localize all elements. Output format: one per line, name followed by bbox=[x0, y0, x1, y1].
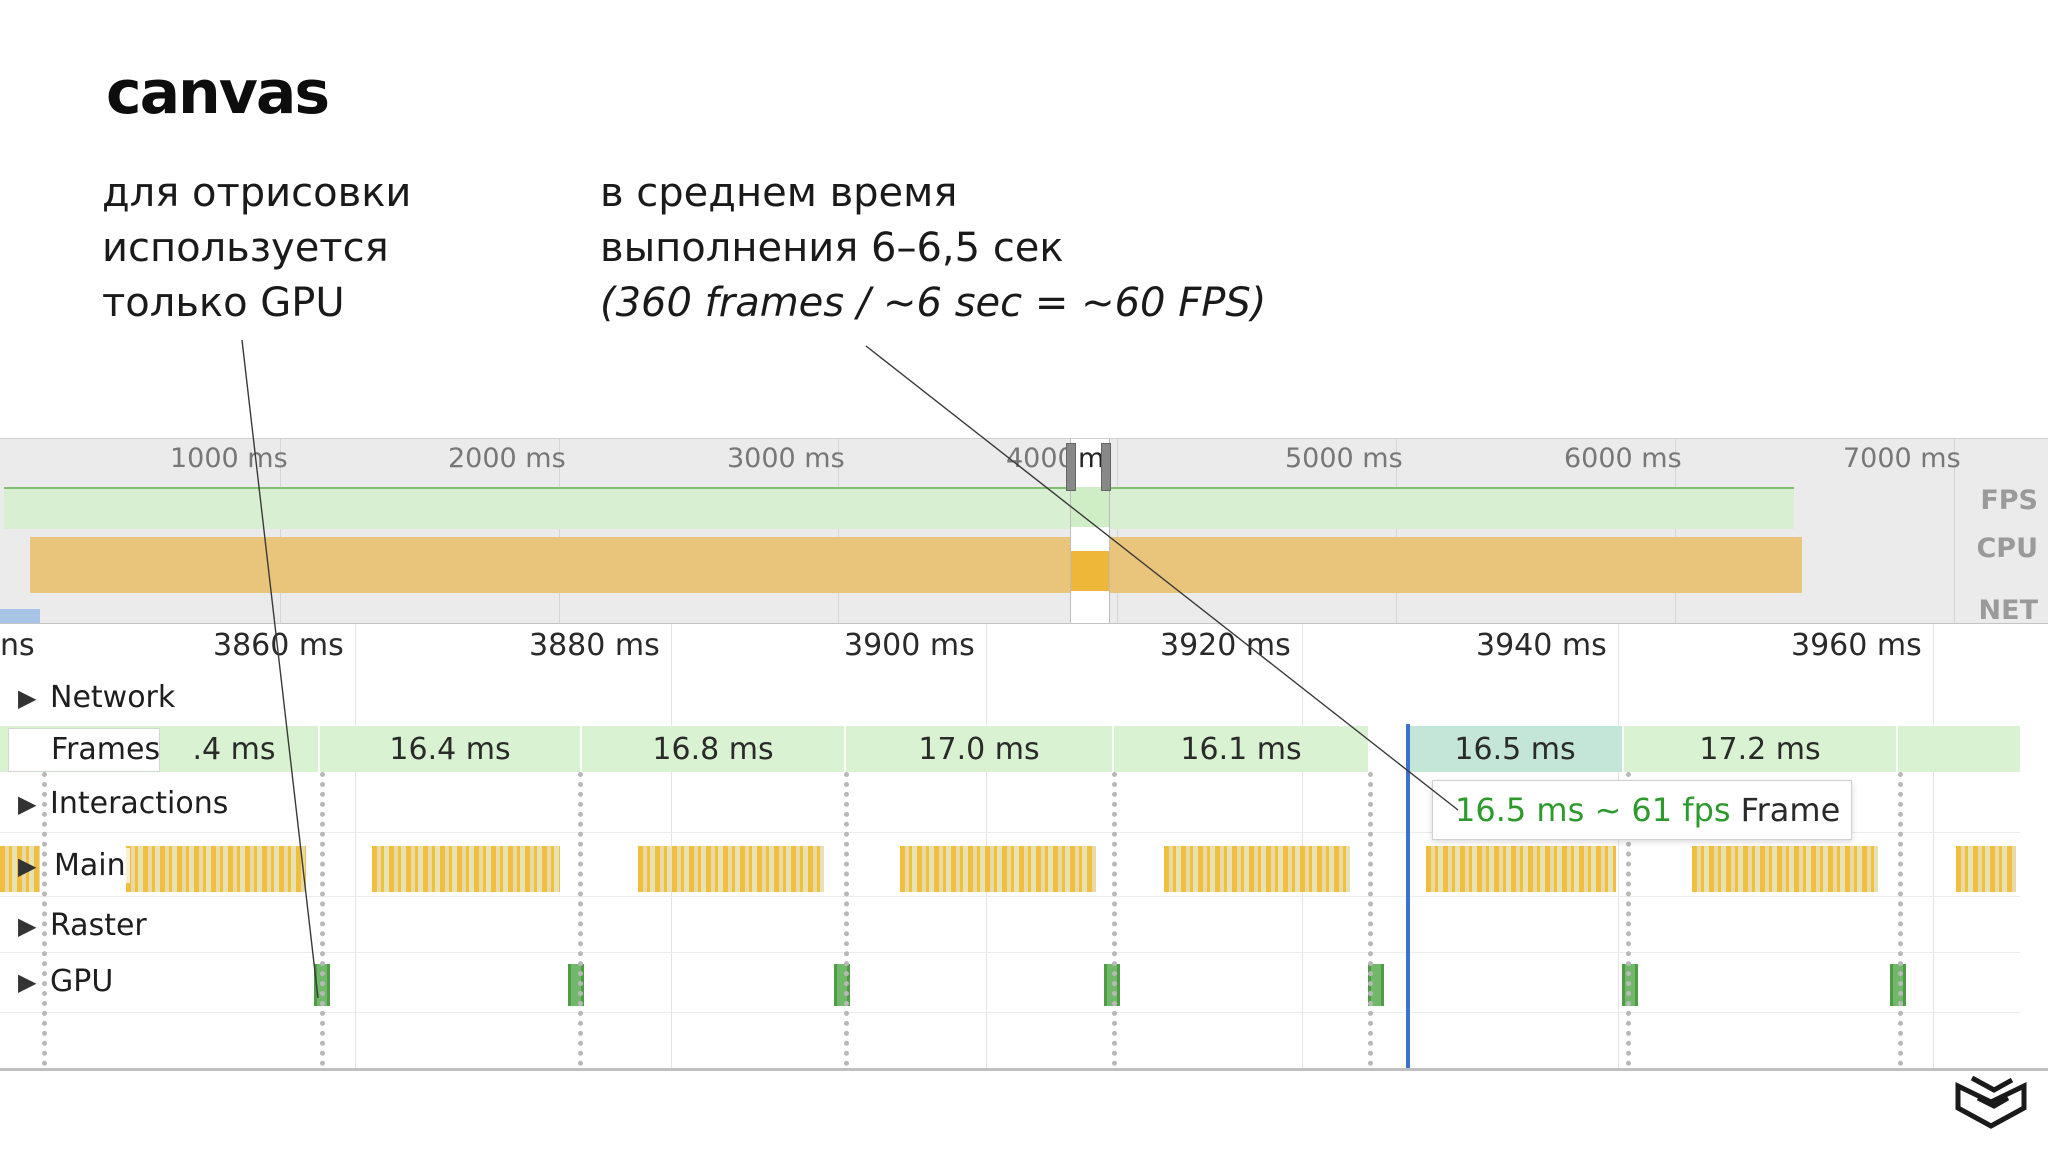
overview-gridline bbox=[1675, 439, 1676, 623]
frame-cell[interactable]: 17.0 ms bbox=[846, 726, 1114, 772]
track-label: Interactions bbox=[50, 786, 229, 821]
slide-title: canvas bbox=[106, 58, 330, 128]
overview-tick-label: 6000 ms bbox=[1564, 443, 1682, 474]
note-left-line-1: для отрисовки bbox=[102, 170, 412, 216]
main-task-block[interactable] bbox=[900, 846, 1096, 892]
track-interactions[interactable]: ▶ Interactions bbox=[0, 774, 2020, 833]
main-task-block[interactable] bbox=[1426, 846, 1616, 892]
overview-tick-label: 7000 ms bbox=[1843, 443, 1961, 474]
selection-right-handle[interactable] bbox=[1101, 443, 1111, 491]
timeline-cursor bbox=[1406, 724, 1410, 1068]
timeline-overview[interactable]: 1000 ms 2000 ms 3000 ms 4000 5000 ms 600… bbox=[0, 438, 2048, 625]
track-raster[interactable]: ▶ Raster bbox=[0, 896, 2020, 953]
overview-gridline bbox=[838, 439, 839, 623]
frame-tooltip: 16.5 ms ~ 61 fps Frame bbox=[1432, 780, 1852, 840]
track-label: Network bbox=[50, 680, 176, 715]
track-main[interactable]: ▶ Main bbox=[0, 832, 2020, 897]
track-network[interactable]: ▶ Network bbox=[0, 668, 2020, 727]
frame-cell-selected[interactable]: 16.5 ms bbox=[1408, 726, 1624, 772]
frame-boundary bbox=[320, 772, 325, 1066]
brand-logo-icon bbox=[1955, 1075, 2027, 1129]
time-label: 3860 ms bbox=[213, 628, 344, 663]
fps-label: FPS bbox=[1980, 485, 2038, 516]
net-graph bbox=[0, 609, 40, 623]
track-label: Main bbox=[50, 848, 130, 883]
frame-boundary bbox=[1368, 772, 1373, 1066]
note-left-line-3: только GPU bbox=[102, 280, 345, 326]
cpu-label: CPU bbox=[1976, 533, 2038, 564]
main-task-block[interactable] bbox=[0, 846, 40, 892]
main-task-block[interactable] bbox=[638, 846, 824, 892]
fps-graph bbox=[4, 487, 1794, 529]
frame-boundary bbox=[42, 772, 47, 1066]
overview-tick-label: 4000 bbox=[1006, 443, 1075, 474]
frame-boundary bbox=[1898, 772, 1903, 1066]
tooltip-label: Frame bbox=[1740, 791, 1841, 829]
overview-gridline bbox=[559, 439, 560, 623]
main-task-block[interactable] bbox=[1164, 846, 1350, 892]
time-label: 3880 ms bbox=[529, 628, 660, 663]
detail-gridline bbox=[355, 624, 356, 1068]
expand-network-icon[interactable]: ▶ bbox=[18, 684, 37, 712]
overview-tick-label: 3000 ms bbox=[727, 443, 845, 474]
time-label: 3920 ms bbox=[1160, 628, 1291, 663]
track-label: Frames bbox=[51, 732, 161, 767]
selection-cpu bbox=[1071, 551, 1109, 591]
frame-boundary bbox=[844, 772, 849, 1066]
selection-fps bbox=[1071, 487, 1109, 527]
note-right-line-2: выполнения 6–6,5 сек bbox=[600, 225, 1064, 271]
overview-tick-label: 5000 ms bbox=[1285, 443, 1403, 474]
frames-label-box: Frames bbox=[8, 728, 160, 772]
frame-cell[interactable]: 16.8 ms bbox=[582, 726, 846, 772]
track-label: GPU bbox=[50, 964, 114, 999]
frame-cell[interactable]: 16.4 ms bbox=[320, 726, 582, 772]
time-label: ns bbox=[0, 628, 35, 663]
frames-track[interactable]: .4 ms 16.4 ms 16.8 ms 17.0 ms 16.1 ms 16… bbox=[0, 726, 2020, 772]
main-task-block[interactable] bbox=[372, 846, 560, 892]
track-label: Raster bbox=[50, 908, 147, 943]
selection-left-handle[interactable] bbox=[1066, 443, 1076, 491]
expand-main-icon[interactable]: ▶ bbox=[18, 852, 37, 880]
track-gpu[interactable]: ▶ GPU bbox=[0, 952, 2020, 1013]
expand-raster-icon[interactable]: ▶ bbox=[18, 912, 37, 940]
expand-gpu-icon[interactable]: ▶ bbox=[18, 968, 37, 996]
time-label: 3940 ms bbox=[1476, 628, 1607, 663]
note-right: в среднем время выполнения 6–6,5 сек (36… bbox=[600, 166, 1266, 331]
frame-cell[interactable]: .4 ms bbox=[150, 726, 320, 772]
timeline-detail[interactable]: ns 3860 ms 3880 ms 3900 ms 3920 ms 3940 … bbox=[0, 624, 2048, 1071]
note-right-line-1: в среднем время bbox=[600, 170, 958, 216]
detail-gridline bbox=[1933, 624, 1934, 1068]
detail-gridline bbox=[1618, 624, 1619, 1068]
time-label: 3960 ms bbox=[1791, 628, 1922, 663]
frame-cell[interactable]: 17.2 ms bbox=[1624, 726, 1898, 772]
frame-boundary bbox=[1626, 772, 1631, 1066]
frame-boundary bbox=[1112, 772, 1117, 1066]
overview-tick-label: 1000 ms bbox=[170, 443, 288, 474]
tooltip-fps: 16.5 ms ~ 61 fps bbox=[1455, 791, 1731, 829]
frame-cell[interactable]: 16.1 ms bbox=[1114, 726, 1370, 772]
main-task-block[interactable] bbox=[1692, 846, 1878, 892]
time-label: 3900 ms bbox=[844, 628, 975, 663]
overview-gridline bbox=[1117, 439, 1118, 623]
frame-boundary bbox=[578, 772, 583, 1066]
main-task-block[interactable] bbox=[1956, 846, 2016, 892]
cpu-graph bbox=[30, 537, 1802, 593]
overview-tick-label: 2000 ms bbox=[448, 443, 566, 474]
overview-gridline bbox=[1954, 439, 1955, 623]
note-left-line-2: используется bbox=[102, 225, 389, 271]
net-label: NET bbox=[1978, 595, 2038, 625]
expand-interactions-icon[interactable]: ▶ bbox=[18, 790, 37, 818]
note-left: для отрисовки используется только GPU bbox=[102, 166, 411, 331]
note-right-italic: (360 frames / ~6 sec = ~60 FPS) bbox=[600, 280, 1267, 326]
